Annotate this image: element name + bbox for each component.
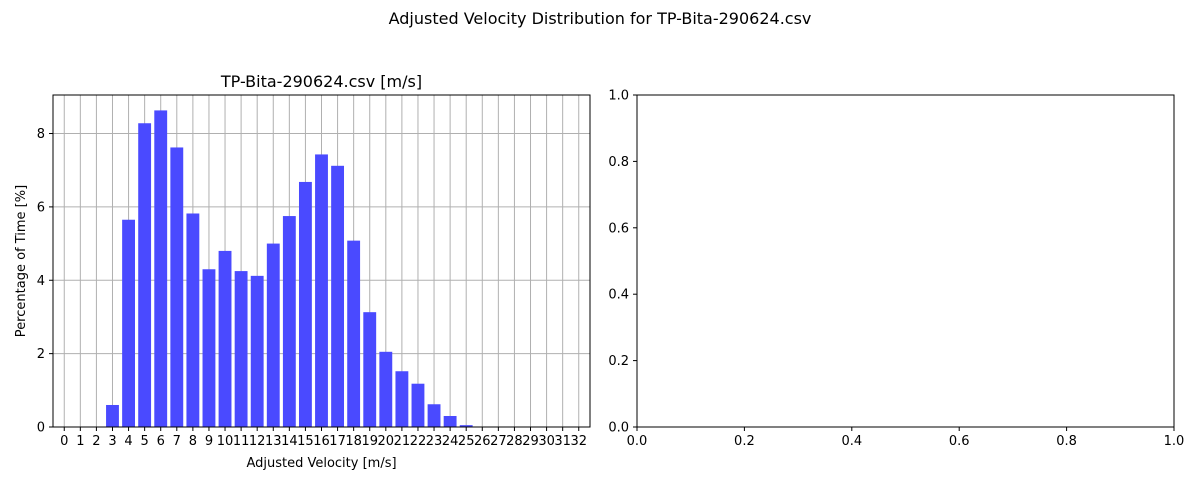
x-tick-label: 29 bbox=[522, 434, 539, 449]
x-tick-label: 24 bbox=[442, 434, 459, 449]
x-tick-label: 19 bbox=[361, 434, 378, 449]
bar-velocity-5 bbox=[138, 123, 152, 428]
x-tick-label: 16 bbox=[313, 434, 330, 449]
x-axis-label: Adjusted Velocity [m/s] bbox=[246, 456, 396, 471]
bar-velocity-12 bbox=[250, 275, 264, 427]
bars bbox=[106, 110, 473, 428]
empty-plot-frame bbox=[636, 94, 1175, 428]
x-tick-label: 25 bbox=[458, 434, 475, 449]
bar-velocity-20 bbox=[379, 351, 393, 427]
bar-velocity-16 bbox=[315, 154, 328, 427]
x-tick-label: 6 bbox=[157, 434, 165, 449]
bar-velocity-10 bbox=[218, 250, 232, 427]
bar-velocity-15 bbox=[298, 181, 312, 427]
velocity-bar-chart: TP-Bita-290624.csv [m/s] 0 1 2 3 4 5 6 7 8 9 10 11 1… bbox=[14, 72, 591, 471]
x-tick-label-empty: 0.2 bbox=[734, 434, 755, 449]
x-tick-label: 31 bbox=[554, 434, 571, 449]
x-tick-label: 7 bbox=[173, 434, 181, 449]
y-tick-label: 2 bbox=[37, 347, 45, 362]
bar-velocity-24 bbox=[443, 415, 457, 427]
x-tick-label: 26 bbox=[474, 434, 491, 449]
x-tick-label: 5 bbox=[141, 434, 149, 449]
bar-velocity-3 bbox=[106, 404, 119, 427]
bar-velocity-13 bbox=[266, 243, 280, 427]
x-tick-label: 1 bbox=[76, 434, 84, 449]
bar-velocity-14 bbox=[282, 216, 296, 427]
empty-axes: 0.0 0.2 0.4 0.6 0.8 1.0 0.0 0.2 0.4 0.6 0.8 1.0 bbox=[608, 89, 1184, 450]
x-tick-label: 4 bbox=[124, 434, 132, 449]
x-tick-label: 0 bbox=[60, 434, 68, 449]
bar-velocity-17 bbox=[331, 165, 345, 427]
x-ticks-empty: 0.0 0.2 0.4 0.6 0.8 1.0 bbox=[627, 427, 1185, 449]
x-tick-label: 28 bbox=[506, 434, 523, 449]
y-tick-label: 8 bbox=[37, 127, 45, 142]
y-tick-label-empty: 0.8 bbox=[608, 155, 629, 170]
x-tick-label-empty: 0.0 bbox=[627, 434, 648, 449]
chart-title: TP-Bita-290624.csv [m/s] bbox=[220, 72, 422, 91]
x-tick-label: 20 bbox=[378, 434, 395, 449]
bar-velocity-25 bbox=[459, 425, 473, 427]
x-tick-label: 23 bbox=[426, 434, 443, 449]
y-tick-label: 0 bbox=[37, 421, 45, 436]
bar-velocity-18 bbox=[347, 240, 361, 427]
figure-suptitle: Adjusted Velocity Distribution for TP-Bi… bbox=[389, 9, 812, 28]
x-tick-label: 12 bbox=[249, 434, 266, 449]
x-tick-label: 15 bbox=[297, 434, 314, 449]
bar-velocity-21 bbox=[395, 371, 409, 427]
bar-velocity-9 bbox=[202, 269, 216, 427]
bar-velocity-22 bbox=[411, 383, 425, 427]
y-tick-label: 4 bbox=[37, 274, 45, 289]
y-axis-label: Percentage of Time [%] bbox=[14, 185, 29, 337]
y-tick-label: 6 bbox=[37, 200, 45, 215]
x-tick-label: 11 bbox=[233, 434, 250, 449]
y-ticks: 0 2 4 6 8 bbox=[37, 127, 53, 436]
bar-velocity-23 bbox=[427, 404, 441, 427]
y-tick-label-empty: 1.0 bbox=[608, 89, 629, 104]
x-tick-label: 13 bbox=[265, 434, 282, 449]
x-tick-label-empty: 0.4 bbox=[841, 434, 862, 449]
bar-velocity-4 bbox=[122, 219, 135, 427]
x-tick-label: 18 bbox=[345, 434, 362, 449]
x-tick-label: 21 bbox=[394, 434, 411, 449]
x-tick-label: 3 bbox=[108, 434, 116, 449]
x-tick-label: 9 bbox=[205, 434, 213, 449]
x-tick-label: 30 bbox=[538, 434, 555, 449]
bar-velocity-11 bbox=[234, 271, 248, 427]
x-tick-label: 8 bbox=[189, 434, 197, 449]
bar-velocity-8 bbox=[186, 213, 200, 427]
x-tick-label: 32 bbox=[570, 434, 587, 449]
x-tick-label: 22 bbox=[410, 434, 427, 449]
x-tick-label: 14 bbox=[281, 434, 298, 449]
x-tick-label-empty: 1.0 bbox=[1164, 434, 1185, 449]
x-tick-label-empty: 0.6 bbox=[949, 434, 970, 449]
bar-velocity-6 bbox=[154, 110, 168, 427]
bar-velocity-19 bbox=[363, 312, 377, 427]
x-tick-label: 2 bbox=[92, 434, 100, 449]
y-tick-label-empty: 0.0 bbox=[608, 421, 629, 436]
y-ticks-empty: 0.0 0.2 0.4 0.6 0.8 1.0 bbox=[608, 89, 637, 436]
x-tick-label: 17 bbox=[329, 434, 346, 449]
x-tick-label: 27 bbox=[490, 434, 507, 449]
x-tick-label-empty: 0.8 bbox=[1056, 434, 1077, 449]
x-ticks: 0 1 2 3 4 5 6 7 8 9 10 11 12 13 14 15 16 17 18 19 20 21 22 23 24… bbox=[60, 427, 587, 449]
y-tick-label-empty: 0.2 bbox=[608, 354, 629, 369]
x-tick-label: 10 bbox=[217, 434, 234, 449]
y-tick-label-empty: 0.6 bbox=[608, 221, 629, 236]
bar-velocity-7 bbox=[170, 147, 184, 428]
y-tick-label-empty: 0.4 bbox=[608, 288, 629, 303]
